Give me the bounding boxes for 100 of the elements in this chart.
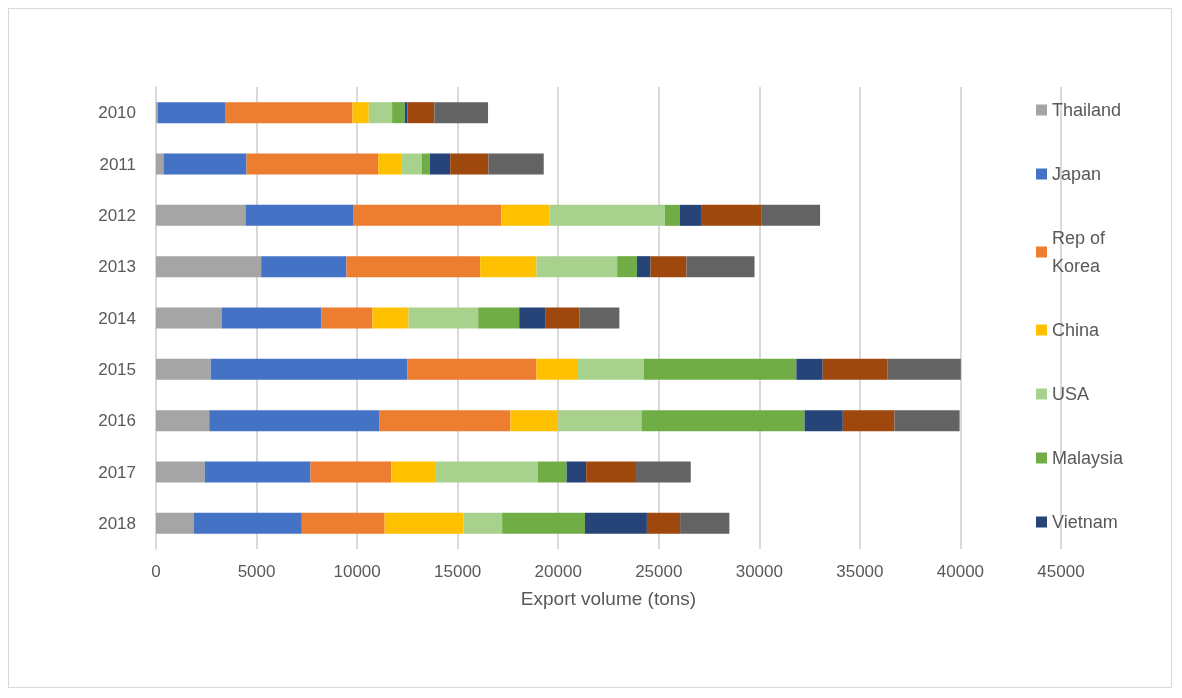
- bar: [566, 461, 587, 483]
- y-tick-label: 2012: [98, 205, 136, 225]
- x-tick-label: 30000: [735, 562, 783, 581]
- bar: [352, 102, 369, 124]
- bar: [379, 410, 511, 432]
- bar: [510, 410, 559, 432]
- bar: [549, 204, 665, 226]
- bar: [392, 102, 405, 124]
- bar: [463, 512, 503, 534]
- bar: [378, 153, 402, 175]
- legend-label: Thailand: [1052, 100, 1122, 120]
- bar: [641, 410, 805, 432]
- bar: [435, 461, 538, 483]
- bar: [488, 153, 544, 175]
- bar: [301, 512, 385, 534]
- bar: [545, 307, 580, 329]
- bar: [156, 461, 205, 483]
- bar: [156, 204, 246, 226]
- x-tick-label: 20000: [534, 562, 582, 581]
- x-tick-label: 10000: [333, 562, 381, 581]
- bar: [204, 461, 311, 483]
- bar: [353, 204, 502, 226]
- bar: [577, 358, 644, 380]
- x-tick-label: 0: [151, 562, 161, 581]
- x-tick-label: 40000: [936, 562, 985, 581]
- bar: [401, 153, 422, 175]
- legend-label: Vietnam: [1052, 512, 1118, 532]
- y-tick-label: 2010: [98, 103, 136, 123]
- bar: [245, 204, 354, 226]
- legend-label: USA: [1052, 384, 1090, 404]
- bar: [636, 256, 651, 278]
- bar: [636, 461, 691, 483]
- bar: [519, 307, 546, 329]
- y-tick-label: 2018: [98, 513, 136, 533]
- bar: [156, 512, 194, 534]
- bar: [156, 256, 262, 278]
- y-tick-label: 2014: [98, 308, 136, 328]
- bar: [246, 153, 379, 175]
- bar: [584, 512, 647, 534]
- bar: [224, 102, 353, 124]
- bar: [586, 461, 637, 483]
- bar: [221, 307, 322, 329]
- bar: [407, 358, 537, 380]
- bar: [804, 410, 843, 432]
- legend-label: Rep of Korea: [1052, 228, 1111, 276]
- x-tick-label: 15000: [434, 562, 482, 581]
- bar: [372, 307, 409, 329]
- bar: [822, 358, 888, 380]
- legend-label: China: [1052, 320, 1101, 340]
- bar: [842, 410, 895, 432]
- bar: [429, 153, 451, 175]
- bar: [163, 153, 247, 175]
- bar: [796, 358, 823, 380]
- legend-label: Japan: [1052, 164, 1102, 184]
- bar: [368, 102, 393, 124]
- y-tick-label: 2011: [99, 154, 136, 174]
- bar: [450, 153, 489, 175]
- x-tick-label: 35000: [836, 562, 884, 581]
- bar: [558, 410, 642, 432]
- x-axis-title: Export volume (tons): [520, 588, 697, 609]
- bar: [193, 512, 302, 534]
- bar: [391, 461, 436, 483]
- x-tick-label: 45000: [1037, 562, 1085, 581]
- y-tick-label: 2017: [98, 462, 136, 482]
- x-tick-label: 5000: [237, 562, 276, 581]
- bar: [261, 256, 347, 278]
- bar: [158, 102, 225, 124]
- bar: [686, 256, 755, 278]
- x-tick-label: 25000: [635, 562, 683, 581]
- bar: [761, 204, 821, 226]
- bar: [679, 204, 702, 226]
- bar: [434, 102, 489, 124]
- bar: [502, 512, 585, 534]
- bar: [643, 358, 797, 380]
- bar: [650, 256, 687, 278]
- bar: [664, 204, 680, 226]
- bar: [156, 307, 222, 329]
- bar: [421, 153, 430, 175]
- bar: [408, 307, 479, 329]
- bar: [346, 256, 481, 278]
- bar: [680, 512, 730, 534]
- bar: [887, 358, 961, 380]
- bar: [617, 256, 637, 278]
- bar: [701, 204, 762, 226]
- bar: [480, 256, 537, 278]
- y-tick-label: 2016: [98, 411, 136, 431]
- bar: [210, 358, 408, 380]
- bar: [156, 410, 210, 432]
- y-tick-label: 2015: [98, 359, 136, 379]
- bar: [209, 410, 380, 432]
- bar: [646, 512, 681, 534]
- bar: [321, 307, 373, 329]
- bar: [537, 461, 567, 483]
- bar: [501, 204, 550, 226]
- y-tick-label: 2013: [98, 257, 136, 277]
- legend-label: Malaysia: [1052, 448, 1125, 468]
- bar: [894, 410, 960, 432]
- bar: [156, 358, 211, 380]
- bar: [384, 512, 464, 534]
- bar: [536, 358, 578, 380]
